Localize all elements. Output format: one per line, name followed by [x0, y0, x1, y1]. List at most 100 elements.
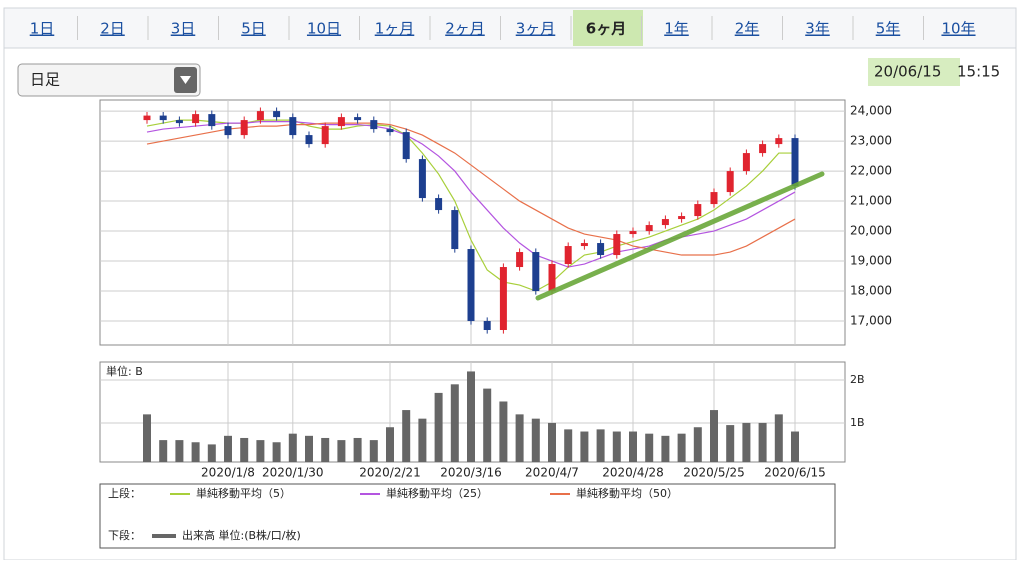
- tab-bar: [3, 7, 1017, 49]
- candle-body: [175, 120, 183, 124]
- candle-body: [483, 321, 491, 331]
- candle-body: [613, 234, 621, 256]
- volume-bar: [629, 431, 637, 462]
- volume-bar: [256, 440, 265, 462]
- tab[interactable]: 10年: [941, 20, 975, 38]
- volume-bar: [645, 433, 654, 462]
- moving-average-line: [146, 120, 796, 268]
- candle-body: [629, 231, 637, 235]
- volume-bar: [207, 444, 216, 462]
- volume-bar: [143, 414, 151, 462]
- x-tick-label: 2020/4/28: [602, 466, 664, 480]
- y-tick-label: 23,000: [850, 134, 892, 148]
- x-tick-label: 2020/1/30: [262, 466, 324, 480]
- candle-body: [370, 120, 378, 130]
- candle-body: [224, 126, 232, 136]
- candle-body: [467, 249, 475, 322]
- volume-bar: [418, 418, 427, 462]
- candle-body: [143, 115, 151, 121]
- volume-bar: [467, 371, 475, 462]
- y-tick-label: 21,000: [850, 194, 892, 208]
- tab[interactable]: 3年: [805, 20, 830, 38]
- tab[interactable]: 3ヶ月: [516, 20, 556, 38]
- volume-bar: [710, 410, 718, 462]
- x-tick-label: 2020/1/8: [201, 466, 255, 480]
- candle-body: [516, 252, 524, 268]
- tab[interactable]: 2年: [735, 20, 760, 38]
- timestamp-time: 15:15: [957, 63, 1000, 81]
- tab[interactable]: 5年: [876, 20, 901, 38]
- candle-body: [418, 159, 426, 199]
- volume-bar: [369, 440, 378, 462]
- candle-body: [742, 153, 750, 172]
- candle-body: [451, 210, 459, 250]
- volume-bar: [240, 437, 249, 462]
- x-tick-label: 2020/5/25: [683, 466, 745, 480]
- candle-body: [532, 252, 540, 292]
- volume-bar: [272, 442, 281, 462]
- candle-body: [289, 117, 297, 136]
- y-tick-label: 18,000: [850, 284, 892, 298]
- tab[interactable]: 10日: [307, 20, 341, 38]
- legend-lower: 下段：: [108, 528, 141, 542]
- candle-body: [337, 117, 345, 127]
- candle-body: [159, 115, 167, 121]
- volume-bar: [434, 392, 443, 462]
- volume-unit: 単位: B: [106, 364, 143, 378]
- candle-body: [580, 243, 588, 247]
- candle-body: [386, 129, 394, 133]
- legend-box: [99, 483, 836, 549]
- x-tick-label: 2020/2/21: [359, 466, 421, 480]
- trend-annotation: [535, 171, 825, 301]
- candle-body: [791, 138, 799, 187]
- y-tick-label: 17,000: [850, 314, 892, 328]
- tab[interactable]: 2日: [100, 20, 125, 38]
- volume-bar: [693, 427, 702, 462]
- legend-label: 単純移動平均（5）: [196, 486, 291, 500]
- candle-body: [435, 198, 443, 211]
- volume-bar: [596, 429, 605, 462]
- candle-body: [321, 126, 329, 145]
- candle-body: [548, 264, 556, 292]
- tab[interactable]: 1日: [30, 20, 55, 38]
- tab[interactable]: 1ヶ月: [375, 20, 415, 38]
- volume-bar: [612, 431, 621, 462]
- tab[interactable]: 2ヶ月: [445, 20, 485, 38]
- volume-bar: [774, 414, 783, 462]
- volume-bar: [742, 422, 751, 462]
- candle-body: [564, 246, 572, 265]
- volume-bar: [483, 388, 492, 462]
- tab[interactable]: 3日: [171, 20, 196, 38]
- volume-bar: [353, 437, 362, 462]
- tab[interactable]: 6ヶ月: [586, 20, 626, 38]
- y-tick-label: 19,000: [850, 254, 892, 268]
- candle-body: [661, 219, 669, 226]
- y-tick-label: 20,000: [850, 224, 892, 238]
- candle-body: [726, 171, 734, 193]
- volume-bar: [321, 437, 330, 462]
- volume-bar: [677, 433, 686, 462]
- highlight: [868, 58, 960, 86]
- candle-body: [710, 192, 718, 205]
- volume-bar: [661, 435, 670, 462]
- volume-bar: [191, 442, 200, 462]
- dropdown[interactable]: [17, 63, 201, 97]
- legend-upper: 上段：: [108, 486, 141, 500]
- y-tick-label: 1B: [850, 416, 865, 429]
- tab-selected: [573, 10, 643, 46]
- volume-bar: [726, 425, 735, 462]
- tab[interactable]: 5日: [241, 20, 266, 38]
- candle-body: [597, 243, 605, 256]
- volume-bar: [402, 410, 411, 462]
- candle-body: [240, 120, 248, 136]
- candle-body: [208, 114, 216, 127]
- dropdown-arrow: [180, 76, 191, 84]
- tab[interactable]: 1年: [664, 20, 689, 38]
- volume-bar: [564, 429, 573, 462]
- y-tick-label: 22,000: [850, 164, 892, 178]
- candle-body: [694, 204, 702, 217]
- legend-label: 出来高 単位:(B株/口/枚): [182, 528, 301, 542]
- legend-label: 単純移動平均（50）: [576, 486, 678, 500]
- volume-bar: [159, 440, 168, 462]
- moving-average-line: [146, 119, 795, 292]
